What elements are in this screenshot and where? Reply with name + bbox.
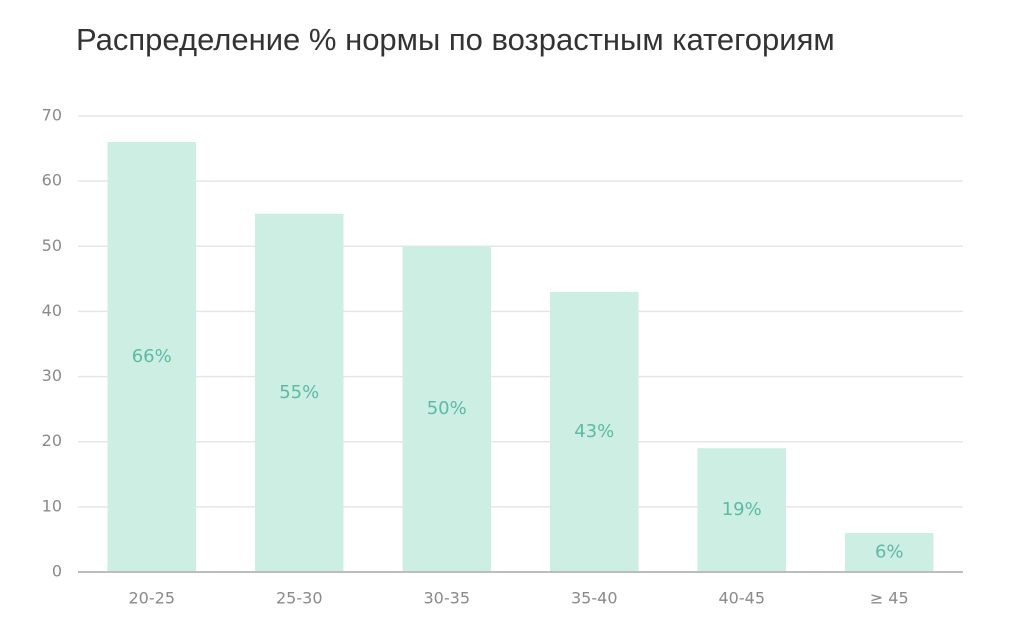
x-tick-label: 40-45 [719,589,766,608]
y-tick-label: 20 [42,431,62,450]
bar [107,142,196,573]
bar [255,213,344,572]
bar [845,532,934,572]
chart-title: Распределение % нормы по возрастным кате… [76,22,835,57]
value-label: 6% [875,541,904,562]
value-label: 19% [722,499,762,520]
y-tick-label: 30 [42,366,62,385]
x-tick-label: 35-40 [571,589,618,608]
y-tick-label: 40 [42,301,62,320]
x-tick-label: ≥ 45 [870,589,909,608]
y-tick-label: 70 [42,106,62,125]
y-tick-label: 60 [42,171,62,190]
y-tick-label: 50 [42,236,62,255]
value-label: 50% [427,398,467,419]
value-label: 66% [132,346,172,367]
x-tick-label: 20-25 [129,589,176,608]
y-tick-label: 10 [42,496,62,515]
bar [697,448,786,572]
bar [402,246,491,573]
value-label: 43% [574,421,614,442]
bar [550,291,639,572]
x-tick-label: 30-35 [424,589,471,608]
value-label: 55% [279,382,319,403]
x-tick-label: 25-30 [276,589,323,608]
y-tick-label: 0 [52,562,62,581]
